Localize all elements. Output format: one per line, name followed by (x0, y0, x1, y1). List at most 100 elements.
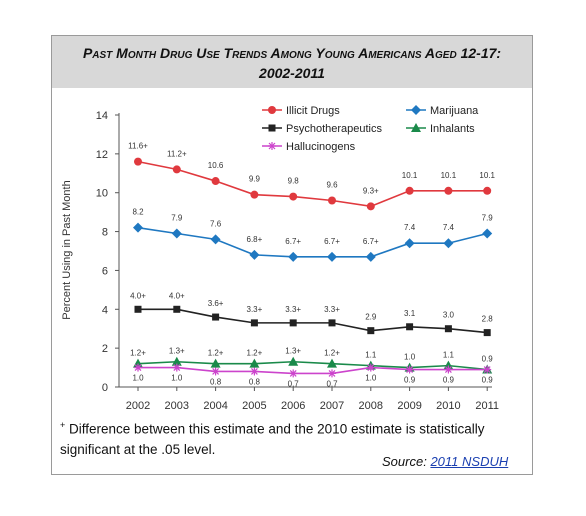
data-point-illicit (289, 192, 298, 201)
data-point-halluc (172, 363, 181, 372)
data-label-inhalants: 1.2+ (208, 349, 224, 358)
x-tick-label: 2010 (436, 400, 460, 412)
legend-marker-inhalants (411, 123, 421, 132)
data-point-marijuana (365, 251, 376, 262)
data-point-inhalants (210, 358, 221, 368)
x-tick-label: 2005 (242, 400, 266, 412)
y-tick-label: 0 (102, 382, 108, 394)
data-point-halluc (250, 367, 259, 376)
data-point-halluc (134, 363, 142, 372)
y-tick-label: 4 (102, 304, 108, 316)
data-point-psycho (134, 305, 142, 313)
data-label-marijuana: 7.6 (210, 219, 222, 228)
x-tick-label: 2003 (165, 400, 189, 412)
x-tick-label: 2009 (397, 400, 421, 412)
data-label-illicit: 9.9 (249, 175, 261, 184)
x-tick-label: 2002 (126, 400, 150, 412)
data-point-halluc (405, 365, 414, 374)
data-point-halluc (328, 369, 336, 378)
data-point-illicit (444, 186, 453, 195)
y-tick-label: 12 (96, 149, 108, 161)
data-point-marijuana (249, 249, 260, 260)
data-label-marijuana: 6.7+ (363, 237, 379, 246)
data-label-marijuana: 6.8+ (247, 235, 263, 244)
data-point-inhalants (249, 358, 260, 368)
data-label-psycho: 3.3+ (247, 305, 263, 314)
legend-marker-marijuana (411, 105, 421, 115)
data-label-psycho: 3.3+ (285, 305, 301, 314)
data-point-halluc (366, 363, 375, 372)
source-credit: Source: 2011 NSDUH (382, 454, 508, 469)
data-label-halluc: 1.0 (365, 374, 377, 383)
x-tick-label: 2006 (281, 400, 305, 412)
data-label-illicit: 10.6 (208, 161, 224, 170)
data-label-marijuana: 6.7+ (285, 237, 301, 246)
x-tick-label: 2008 (359, 400, 383, 412)
data-label-inhalants: 1.2+ (130, 349, 146, 358)
data-point-marijuana (404, 238, 415, 249)
series-line-marijuana (137, 226, 488, 258)
data-label-marijuana: 7.4 (443, 223, 455, 232)
source-link[interactable]: 2011 NSDUH (430, 454, 509, 469)
data-label-halluc: 0.9 (443, 376, 455, 385)
data-label-psycho: 4.0+ (130, 291, 146, 300)
data-point-marijuana (288, 251, 299, 262)
chart-title-line1: Past Month Drug Use Trends Among Young A… (82, 45, 502, 61)
data-label-marijuana: 7.9 (482, 214, 494, 223)
data-label-halluc: 0.8 (210, 377, 222, 386)
legend-marker-halluc (268, 142, 276, 150)
data-label-inhalants: 0.9 (482, 355, 494, 364)
data-point-halluc (483, 365, 492, 374)
data-label-illicit: 10.1 (402, 171, 418, 180)
series-line-illicit (137, 160, 488, 208)
data-label-inhalants: 1.1 (443, 351, 455, 360)
data-point-marijuana (171, 228, 182, 239)
data-label-illicit: 11.2+ (167, 149, 187, 158)
data-label-halluc: 0.8 (249, 377, 261, 386)
data-point-psycho (444, 325, 452, 333)
data-label-halluc: 1.0 (171, 374, 183, 383)
data-point-marijuana (327, 251, 337, 262)
data-point-illicit (405, 186, 414, 195)
data-label-psycho: 3.1 (404, 309, 416, 318)
data-point-illicit (366, 202, 375, 211)
data-point-inhalants (171, 356, 182, 366)
data-label-psycho: 2.8 (482, 315, 494, 324)
y-tick-label: 8 (102, 227, 108, 239)
data-point-halluc (211, 367, 220, 376)
data-label-halluc: 0.9 (482, 376, 494, 385)
data-label-halluc: 0.9 (404, 376, 416, 385)
data-label-inhalants: 1.3+ (285, 347, 301, 356)
data-point-inhalants (327, 358, 337, 368)
data-point-illicit (134, 157, 142, 166)
data-point-psycho (212, 313, 220, 321)
chart-title-line2: 2002-2011 (259, 65, 325, 81)
legend-marker-illicit (268, 106, 276, 114)
x-tick-label: 2004 (203, 400, 227, 412)
x-tick-label: 2011 (475, 400, 499, 412)
data-point-psycho (173, 305, 181, 313)
data-label-halluc: 0.7 (326, 379, 338, 388)
data-label-psycho: 4.0+ (169, 291, 185, 300)
data-point-illicit (250, 190, 259, 199)
data-label-marijuana: 7.9 (171, 214, 183, 223)
significance-note: + Difference between this estimate and t… (60, 415, 530, 460)
x-tick-label: 2007 (320, 400, 344, 412)
data-label-psycho: 3.3+ (324, 305, 340, 314)
data-label-illicit: 11.6+ (128, 142, 148, 151)
legend-label-illicit: Illicit Drugs (286, 105, 340, 117)
series-line-inhalants (137, 360, 488, 371)
y-tick-label: 10 (96, 188, 108, 200)
y-tick-label: 2 (102, 343, 108, 355)
y-tick-label: 6 (102, 265, 108, 277)
series-line-psycho (138, 308, 488, 334)
data-point-psycho (367, 327, 375, 335)
data-point-psycho (250, 319, 258, 327)
data-label-illicit: 9.8 (288, 177, 300, 186)
data-point-illicit (172, 165, 181, 174)
source-label: Source: (382, 454, 427, 469)
chart-frame: Past Month Drug Use Trends Among Young A… (51, 35, 533, 475)
legend-label-halluc: Hallucinogens (286, 141, 356, 153)
data-point-marijuana (210, 234, 221, 245)
